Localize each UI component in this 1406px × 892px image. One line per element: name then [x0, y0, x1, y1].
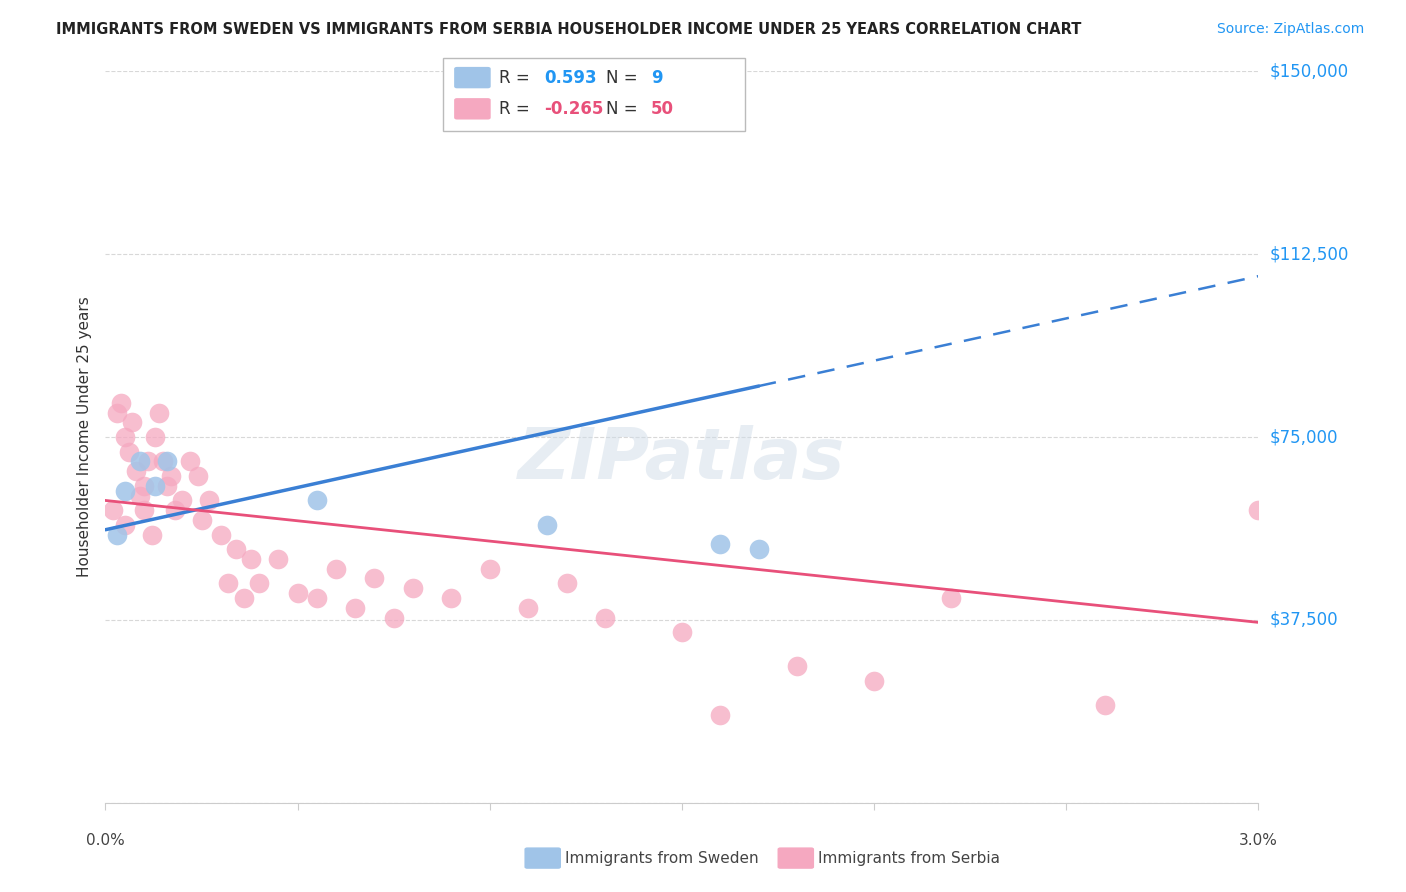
Point — [114, 517, 136, 532]
Text: 0.0%: 0.0% — [86, 833, 125, 848]
Point — [136, 454, 159, 468]
Point — [179, 454, 201, 468]
Point — [152, 454, 174, 468]
Text: Immigrants from Sweden: Immigrants from Sweden — [565, 851, 759, 865]
Point — [363, 572, 385, 586]
Point — [325, 562, 347, 576]
Text: $112,500: $112,500 — [1270, 245, 1348, 263]
Point — [114, 430, 136, 444]
Point — [190, 513, 212, 527]
Text: IMMIGRANTS FROM SWEDEN VS IMMIGRANTS FROM SERBIA HOUSEHOLDER INCOME UNDER 25 YEA: IMMIGRANTS FROM SWEDEN VS IMMIGRANTS FRO… — [56, 22, 1081, 37]
Point — [305, 591, 328, 605]
Point — [198, 493, 221, 508]
Point — [156, 454, 179, 468]
Point — [172, 493, 194, 508]
Text: R =: R = — [499, 69, 536, 87]
Point — [145, 479, 167, 493]
Point — [110, 396, 132, 410]
Point — [117, 444, 139, 458]
Point — [129, 489, 152, 503]
Point — [225, 542, 247, 557]
Text: 3.0%: 3.0% — [1239, 833, 1278, 848]
Point — [121, 416, 143, 430]
Text: 50: 50 — [651, 100, 673, 118]
Text: N =: N = — [606, 100, 643, 118]
Point — [114, 483, 136, 498]
Text: -0.265: -0.265 — [544, 100, 603, 118]
Point — [156, 479, 179, 493]
Point — [148, 406, 170, 420]
Point — [159, 469, 181, 483]
Point — [536, 517, 558, 532]
Text: Immigrants from Serbia: Immigrants from Serbia — [818, 851, 1000, 865]
Point — [240, 552, 263, 566]
Point — [382, 610, 405, 624]
Point — [440, 591, 463, 605]
Point — [209, 527, 232, 541]
Point — [671, 625, 693, 640]
Point — [132, 503, 155, 517]
Point — [141, 527, 163, 541]
Text: $75,000: $75,000 — [1270, 428, 1339, 446]
Point — [101, 503, 124, 517]
Point — [187, 469, 209, 483]
Text: $150,000: $150,000 — [1270, 62, 1348, 80]
Point — [1094, 698, 1116, 713]
Point — [748, 542, 770, 557]
Y-axis label: Householder Income Under 25 years: Householder Income Under 25 years — [76, 297, 91, 577]
Point — [517, 600, 540, 615]
Point — [344, 600, 367, 615]
Point — [247, 576, 270, 591]
Text: R =: R = — [499, 100, 536, 118]
Text: $37,500: $37,500 — [1270, 611, 1339, 629]
Point — [217, 576, 239, 591]
Point — [593, 610, 616, 624]
Point — [555, 576, 578, 591]
Text: 9: 9 — [651, 69, 662, 87]
Point — [105, 527, 128, 541]
Point — [129, 454, 152, 468]
Point — [478, 562, 501, 576]
Point — [125, 464, 148, 478]
Point — [163, 503, 186, 517]
Point — [287, 586, 309, 600]
Point — [145, 430, 167, 444]
Point — [709, 708, 731, 723]
Point — [786, 659, 808, 673]
Text: N =: N = — [606, 69, 643, 87]
Point — [939, 591, 962, 605]
Text: 0.593: 0.593 — [544, 69, 596, 87]
Point — [1247, 503, 1270, 517]
Point — [232, 591, 254, 605]
Point — [709, 537, 731, 551]
Point — [305, 493, 328, 508]
Point — [863, 673, 886, 688]
Text: ZIPatlas: ZIPatlas — [519, 425, 845, 493]
Text: Source: ZipAtlas.com: Source: ZipAtlas.com — [1216, 22, 1364, 37]
Point — [105, 406, 128, 420]
Point — [132, 479, 155, 493]
Point — [267, 552, 290, 566]
Point — [402, 581, 425, 595]
